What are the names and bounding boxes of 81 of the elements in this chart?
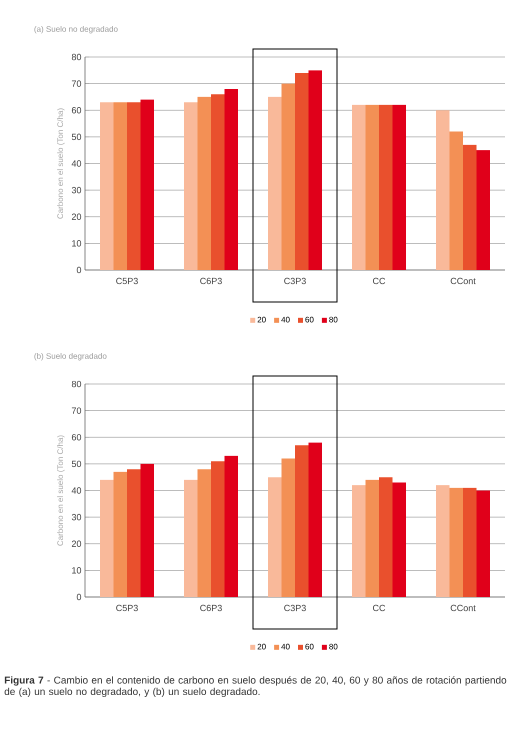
x-tick-label: CC bbox=[372, 604, 386, 612]
legend-label: 40 bbox=[281, 316, 290, 322]
bar bbox=[476, 490, 490, 597]
y-tick-label: 0 bbox=[76, 266, 82, 274]
y-tick-label: 20 bbox=[72, 540, 82, 547]
y-tick-label: 50 bbox=[72, 134, 82, 140]
y-tick-label: 0 bbox=[76, 594, 82, 600]
y-tick-label: 60 bbox=[72, 434, 82, 440]
bar bbox=[379, 104, 392, 270]
x-tick-label: C5P3 bbox=[116, 278, 138, 284]
x-tick-label: C5P3 bbox=[116, 604, 138, 612]
bar bbox=[366, 480, 379, 597]
x-tick-label: CCont bbox=[450, 278, 476, 284]
bar bbox=[436, 485, 450, 597]
bar bbox=[224, 88, 238, 270]
y-tick-label: 10 bbox=[72, 240, 82, 247]
bar bbox=[268, 96, 282, 270]
bar bbox=[127, 102, 140, 270]
bar bbox=[308, 442, 322, 597]
bar bbox=[436, 110, 450, 270]
x-tick-label: C3P3 bbox=[284, 604, 306, 612]
bar bbox=[198, 96, 212, 270]
y-tick-label: 30 bbox=[72, 186, 82, 194]
x-tick-label: CCont bbox=[450, 604, 476, 612]
y-tick-label: 10 bbox=[72, 567, 82, 574]
y-tick-label: 60 bbox=[72, 107, 82, 114]
x-tick-label: C3P3 bbox=[284, 278, 306, 284]
y-tick-label: 80 bbox=[72, 54, 82, 60]
y-tick-label: 40 bbox=[72, 160, 82, 167]
bar bbox=[268, 477, 282, 597]
legend-label: 60 bbox=[305, 644, 314, 650]
bar bbox=[295, 72, 309, 270]
legend-label: 80 bbox=[329, 316, 338, 322]
y-tick-label: 40 bbox=[72, 487, 82, 494]
bar bbox=[198, 469, 212, 597]
bar bbox=[282, 84, 295, 270]
legend-label: 40 bbox=[281, 644, 290, 650]
x-tick-label: CC bbox=[372, 278, 386, 284]
bar bbox=[392, 482, 406, 597]
bar bbox=[463, 488, 477, 597]
bar bbox=[282, 458, 295, 597]
text: Figura 7 - Cambio en el contenido de carbono en suelo después de 20, 40, 60 y 80 años de rotación partiendo de (a) un suelo no degradado, y (b) un suelo degradado. bbox=[4, 676, 506, 698]
y-axis-title: Carbono en el suelo (Ton C/ha) bbox=[57, 108, 65, 219]
bar bbox=[450, 488, 464, 597]
bar bbox=[100, 480, 114, 597]
bar bbox=[224, 456, 238, 597]
bar bbox=[366, 104, 379, 270]
y-tick-label: 80 bbox=[72, 380, 82, 388]
legend-label: 20 bbox=[258, 644, 266, 650]
bar bbox=[308, 70, 322, 270]
bar bbox=[352, 485, 366, 597]
y-tick-label: 50 bbox=[72, 460, 82, 468]
bar bbox=[114, 102, 127, 270]
y-tick-label: 70 bbox=[72, 407, 82, 414]
x-tick-label: C6P3 bbox=[200, 604, 222, 612]
y-axis-title: Carbono en el suelo (Ton C/ha) bbox=[57, 435, 65, 546]
bar bbox=[379, 477, 392, 597]
legend-label: 60 bbox=[305, 316, 314, 322]
bar bbox=[114, 472, 127, 597]
bar bbox=[463, 144, 477, 270]
legend-label: 20 bbox=[258, 316, 266, 322]
bar bbox=[392, 104, 406, 270]
bar bbox=[476, 150, 490, 270]
x-tick-label: C6P3 bbox=[200, 278, 222, 284]
y-tick-label: 70 bbox=[72, 80, 82, 87]
y-tick-label: 30 bbox=[72, 514, 82, 520]
bar bbox=[450, 132, 464, 270]
chart-title: (a) Suelo no degradado bbox=[34, 26, 118, 34]
bar bbox=[127, 469, 140, 597]
bar bbox=[211, 461, 225, 597]
bar bbox=[211, 94, 225, 270]
bar bbox=[100, 102, 114, 270]
bar bbox=[352, 104, 366, 270]
y-tick-label: 20 bbox=[72, 214, 82, 220]
bar bbox=[140, 464, 154, 597]
bar bbox=[295, 445, 309, 597]
bar bbox=[184, 102, 198, 270]
legend-label: 80 bbox=[329, 644, 338, 650]
bar bbox=[184, 480, 198, 597]
bar bbox=[140, 100, 154, 270]
chart-title: (b) Suelo degradado bbox=[34, 352, 107, 360]
